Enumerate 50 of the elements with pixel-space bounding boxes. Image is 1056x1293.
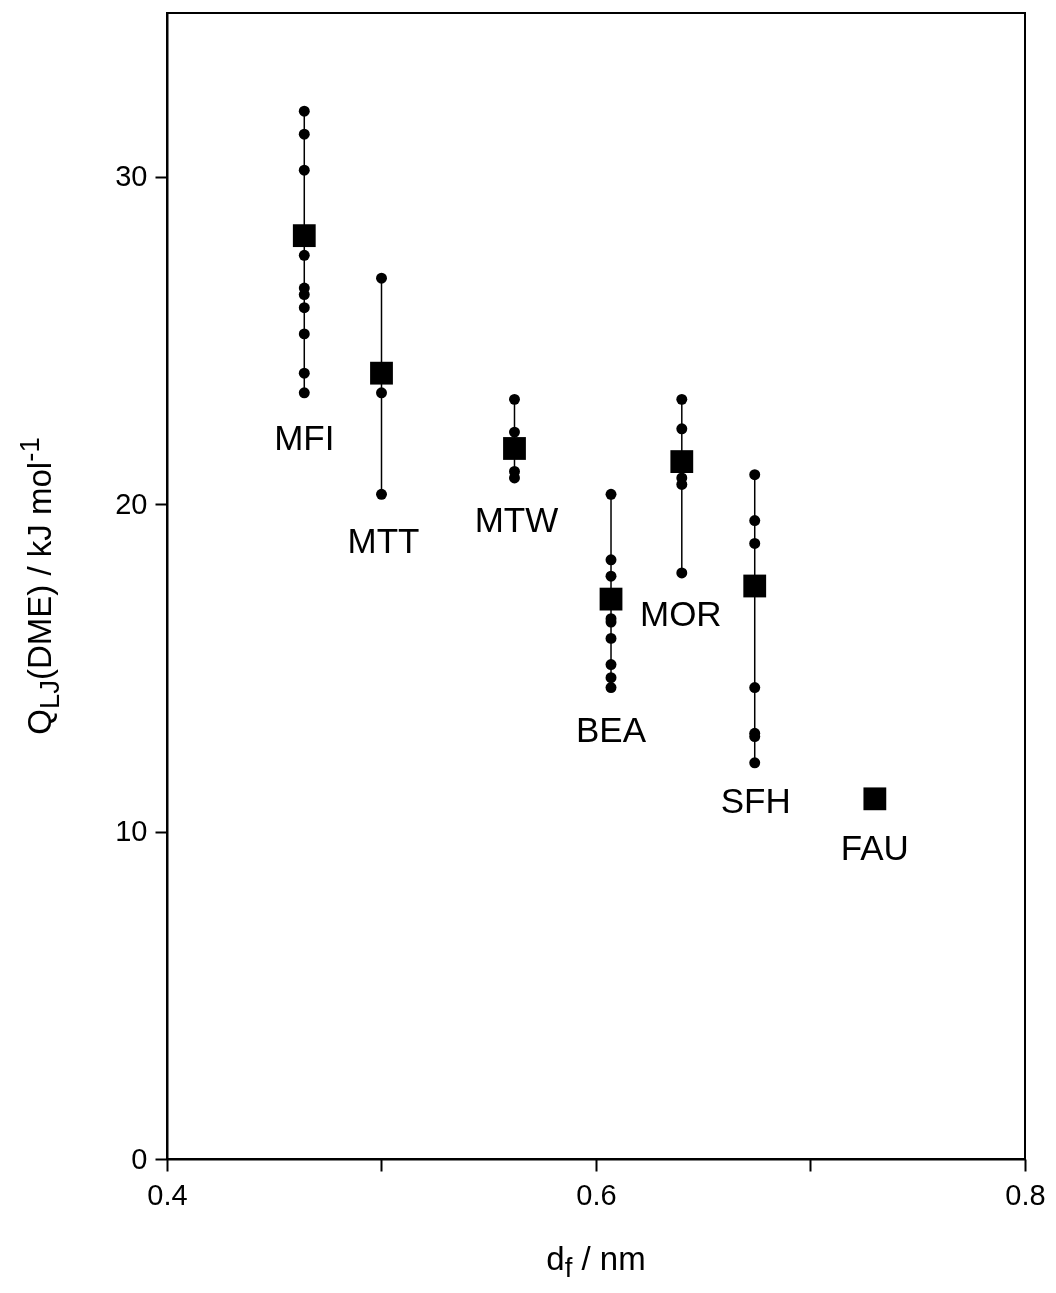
point [503,437,526,460]
point [743,574,767,598]
point [509,393,520,405]
point [298,164,310,176]
point [749,515,761,526]
point [298,249,310,261]
point [863,787,887,811]
annotation: BEA [575,710,647,750]
annotation: MTT [347,521,420,561]
point [605,554,617,566]
point [605,632,617,644]
x-tick-label: 0.6 [576,1178,617,1211]
point [749,537,761,549]
point [370,361,393,385]
point [749,469,761,481]
point [605,672,617,684]
y-tick-label: 10 [115,815,148,848]
point [298,387,310,399]
point [298,105,310,117]
point [605,682,617,693]
point [605,488,617,500]
annotation: MOR [639,593,722,633]
point [298,128,310,140]
point [605,659,617,671]
point [376,387,387,399]
point [676,393,688,405]
x-tick-label: 0.4 [147,1178,188,1211]
x-tick-label: 0.8 [1005,1178,1046,1211]
point [298,328,310,340]
y-tick-label: 30 [115,160,148,193]
point [509,426,520,438]
annotation: MTW [474,500,559,540]
point [605,570,617,582]
annotation: SFH [720,781,791,820]
point [599,587,623,611]
point [676,567,688,579]
point [749,757,761,769]
point [298,367,310,379]
x-axis-title: d$_{f}$ / nm [546,1239,646,1285]
point [749,682,761,693]
y-tick-label: 0 [131,1142,148,1175]
point [292,224,316,248]
point [670,450,694,473]
point [376,488,387,500]
point [676,423,688,435]
point [376,272,387,284]
point [298,302,310,314]
annotation: MFI [274,417,335,457]
annotation: FAU [840,827,909,867]
y-tick-label: 20 [115,487,148,520]
